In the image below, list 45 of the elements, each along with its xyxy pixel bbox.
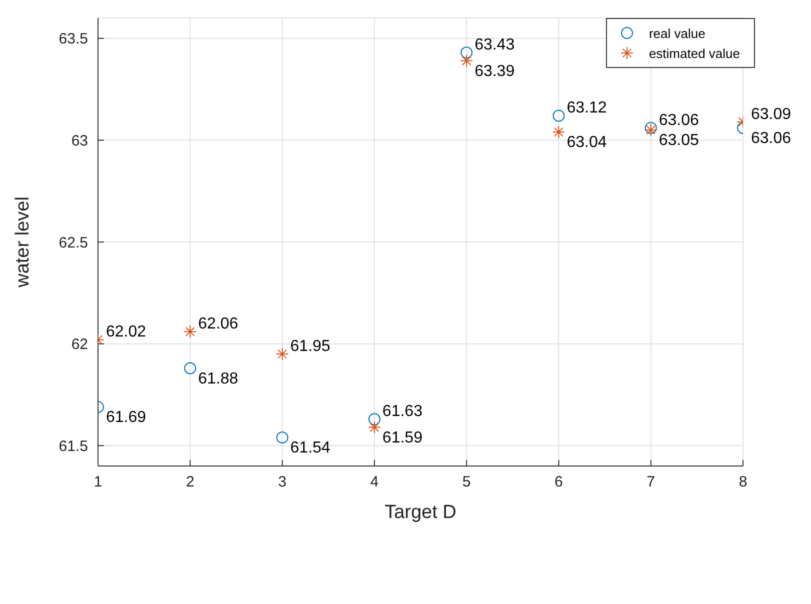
data-label: 63.39 xyxy=(474,62,515,80)
legend-label: real value xyxy=(648,26,706,40)
x-tick-label: 8 xyxy=(738,474,748,491)
point xyxy=(644,124,658,136)
data-label: 63.05 xyxy=(658,132,699,149)
x-axis-title: Target D xyxy=(384,502,456,523)
data-label: 61.88 xyxy=(198,370,238,388)
point xyxy=(184,325,197,338)
data-label: 63.04 xyxy=(566,134,607,152)
data-label: 61.63 xyxy=(382,403,423,420)
x-tick-label: 6 xyxy=(554,474,563,491)
x-tick-label: 5 xyxy=(462,474,471,491)
data-label: 63.06 xyxy=(658,112,699,129)
y-tick-label: 62 xyxy=(71,336,88,354)
x-tick-label: 2 xyxy=(186,474,194,491)
point xyxy=(552,110,565,122)
point xyxy=(368,420,381,434)
point xyxy=(460,46,473,59)
y-tick-label: 61.5 xyxy=(58,438,88,455)
point xyxy=(644,122,657,134)
y-tick-label: 62.5 xyxy=(58,234,88,252)
data-label: 61.54 xyxy=(290,439,330,456)
y-axis-title: water level xyxy=(12,196,34,288)
x-tick-label: 3 xyxy=(278,474,286,491)
point xyxy=(276,431,288,444)
data-label: 61.69 xyxy=(106,408,146,426)
data-label: 63.12 xyxy=(566,100,607,117)
point xyxy=(368,413,380,426)
data-label: 63.06 xyxy=(751,130,792,147)
data-label: 63.09 xyxy=(751,106,792,123)
data-label: 61.59 xyxy=(382,429,423,446)
x-tick-label: 7 xyxy=(646,474,656,491)
legend-label: estimated value xyxy=(648,46,741,60)
y-tick-label: 63.5 xyxy=(58,30,88,48)
data-label: 62.06 xyxy=(198,316,238,333)
point xyxy=(552,126,566,139)
y-tick-label: 63 xyxy=(71,132,88,150)
x-tick-label: 4 xyxy=(370,474,379,491)
point xyxy=(276,348,289,360)
point xyxy=(184,362,196,374)
point xyxy=(460,54,474,68)
data-label: 62.02 xyxy=(106,324,146,341)
data-label: 63.43 xyxy=(474,36,515,54)
x-tick-label: 1 xyxy=(94,474,102,491)
data-label: 61.95 xyxy=(290,338,330,355)
